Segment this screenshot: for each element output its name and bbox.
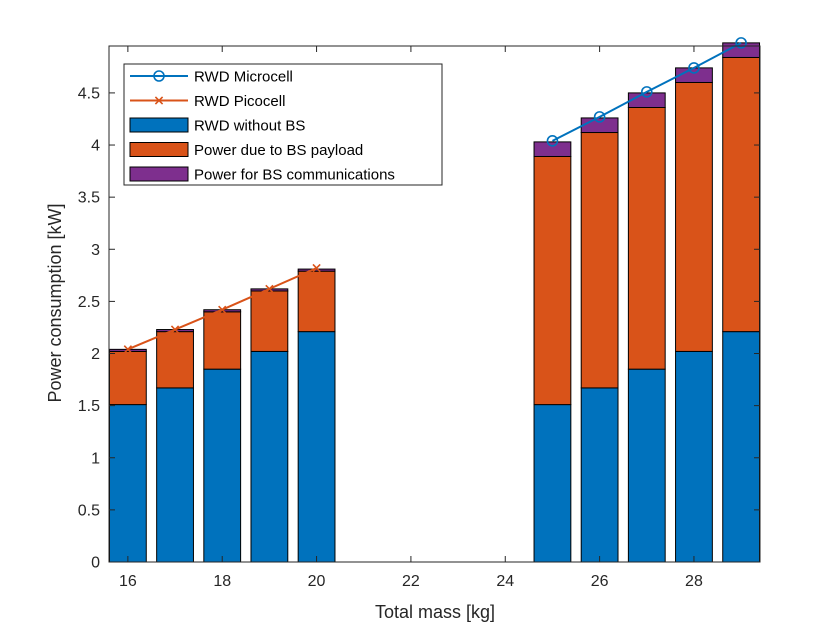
- y-axis-title: Power consumption [kW]: [45, 203, 65, 402]
- microcell-marker: [546, 135, 559, 147]
- bar-segment: [108, 404, 147, 563]
- y-tick-label: 4: [91, 138, 100, 155]
- x-tick-label: 18: [213, 573, 231, 590]
- bar-segment: [250, 350, 289, 563]
- y-tick-label: 1: [91, 450, 100, 467]
- microcell-marker: [640, 86, 653, 98]
- legend-x-marker: [154, 96, 164, 105]
- bar-segment: [297, 270, 336, 333]
- legend-label: RWD Picocell: [194, 93, 285, 110]
- legend-label: RWD without BS: [194, 118, 305, 135]
- picocell-marker: [123, 345, 133, 354]
- legend: RWD Microcell RWD Picocell RWD without BS P…: [123, 63, 443, 186]
- legend-circle-marker: [153, 70, 165, 82]
- y-tick-label: 3.5: [78, 190, 100, 207]
- axes: [108, 45, 761, 563]
- bar-segment: [722, 331, 761, 563]
- axes-box: [108, 45, 761, 563]
- picocell-marker: [218, 305, 227, 314]
- x-tick-label: 28: [685, 573, 703, 590]
- y-tick-label: 3: [91, 242, 100, 259]
- bar-segment: [627, 107, 666, 370]
- bar-segment: [203, 368, 242, 563]
- y-tick-label: 1.5: [78, 398, 100, 415]
- bar-segment: [297, 331, 336, 563]
- bar-segment: [580, 387, 619, 563]
- x-tick-label: 24: [496, 573, 514, 590]
- lines: [123, 37, 747, 354]
- bar-segment: [675, 350, 713, 563]
- legend-patch-swatch: [129, 117, 189, 133]
- bar-segment: [250, 290, 289, 352]
- x-tick-label: 26: [591, 573, 609, 590]
- bar-segment: [627, 368, 666, 563]
- bar-segment: [156, 387, 194, 563]
- x-tick-label: 22: [402, 573, 420, 590]
- bar-segment: [675, 81, 713, 352]
- y-tick-label: 0: [91, 555, 100, 572]
- x-tick-label: 20: [308, 573, 326, 590]
- bar-segment: [722, 56, 761, 333]
- x-axis-title: Total mass [kg]: [375, 602, 495, 622]
- bars: [108, 42, 761, 563]
- picocell-marker: [170, 325, 180, 334]
- bar-segment: [297, 268, 336, 272]
- bar-segment: [203, 311, 242, 370]
- legend-item: RWD Picocell: [130, 93, 285, 110]
- microcell-marker: [593, 111, 606, 123]
- y-tick-label: 2: [91, 346, 100, 363]
- bar-segment: [580, 117, 619, 134]
- legend-item: Power due to BS payload: [129, 142, 363, 159]
- bar-segment: [156, 331, 194, 389]
- bar-segment: [580, 132, 619, 389]
- microcell-marker: [735, 37, 747, 49]
- legend-patch-swatch: [129, 166, 189, 182]
- y-tick-label: 0.5: [78, 502, 100, 519]
- y-tick-label: 4.5: [78, 85, 100, 102]
- bar-segment: [533, 404, 572, 563]
- y-tick-label: 2.5: [78, 294, 100, 311]
- picocell-marker: [312, 263, 321, 273]
- legend-label: RWD Microcell: [194, 69, 293, 86]
- microcell-marker: [688, 62, 700, 74]
- bar-segment: [533, 141, 572, 157]
- legend-item: RWD Microcell: [130, 69, 293, 86]
- legend-label: Power due to BS payload: [194, 142, 363, 159]
- bar-segment: [627, 92, 666, 109]
- legend-label: Power for BS communications: [194, 167, 395, 184]
- bar-segment: [108, 350, 147, 406]
- legend-item: RWD without BS: [129, 117, 305, 135]
- legend-item: Power for BS communications: [129, 166, 395, 184]
- legend-patch-swatch: [129, 142, 189, 157]
- bar-segment: [533, 156, 572, 406]
- microcell-line: [551, 41, 742, 142]
- picocell-marker: [265, 284, 274, 294]
- x-tick-label: 16: [119, 573, 137, 590]
- ticks: 0 0.5 1 1.5 2 2.5 3 3.5 4 4.5 16 18 20 22 24 26 28: [78, 46, 760, 590]
